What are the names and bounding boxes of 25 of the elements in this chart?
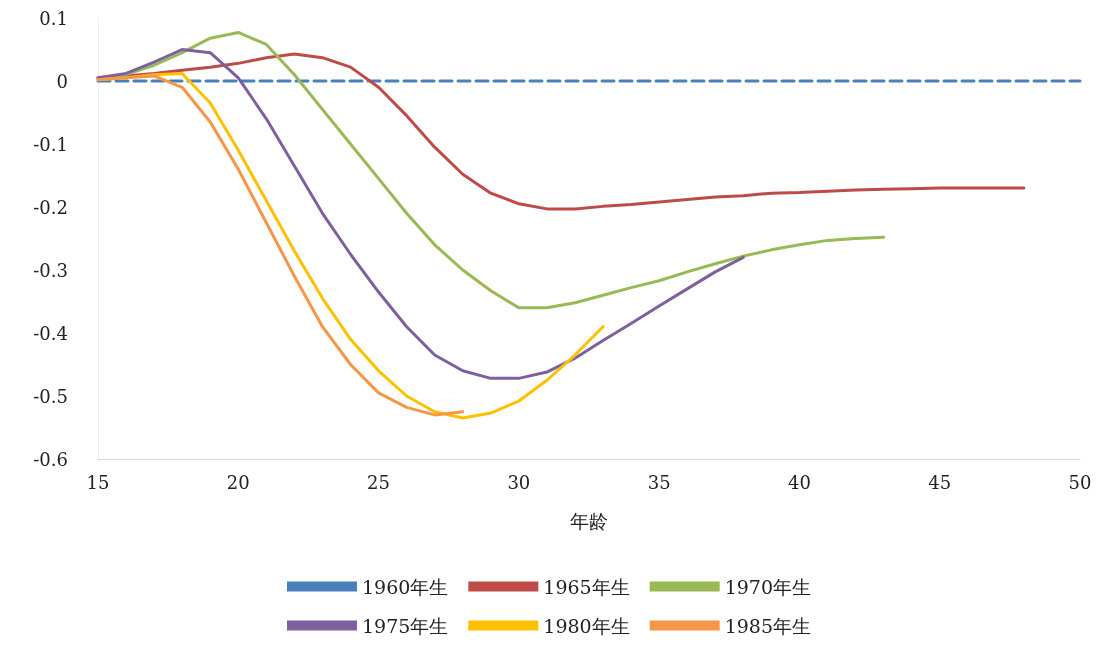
- legend-label: 1985年生: [724, 614, 812, 637]
- legend-label: 1980年生: [543, 614, 630, 637]
- x-tick-label: 45: [928, 471, 952, 493]
- line-series: [96, 74, 465, 417]
- x-tick-label: 35: [647, 471, 671, 493]
- y-tick-label: 0.1: [39, 7, 68, 29]
- x-tick-label: 25: [367, 471, 391, 493]
- y-tick-label: -0.2: [33, 196, 68, 218]
- x-tick-label: 40: [787, 471, 811, 493]
- legend-label: 1970年生: [724, 575, 812, 598]
- x-tick-label: 50: [1068, 471, 1092, 493]
- x-tick-label: 15: [86, 471, 110, 493]
- x-tick-label: 30: [507, 471, 531, 493]
- y-tick-label: -0.6: [33, 448, 68, 470]
- y-tick-label: -0.1: [33, 133, 68, 155]
- legend-label: 1965年生: [543, 575, 630, 598]
- x-axis-title: 年龄: [570, 509, 608, 532]
- y-tick-label: -0.3: [33, 259, 68, 281]
- y-tick-label: 0: [56, 70, 68, 92]
- x-tick-label: 20: [226, 471, 250, 493]
- legend-label: 1975年生: [361, 614, 449, 637]
- y-tick-label: -0.5: [33, 385, 68, 407]
- legend-label: 1960年生: [361, 575, 449, 598]
- y-tick-label: -0.4: [33, 322, 68, 344]
- line-series: [96, 48, 745, 380]
